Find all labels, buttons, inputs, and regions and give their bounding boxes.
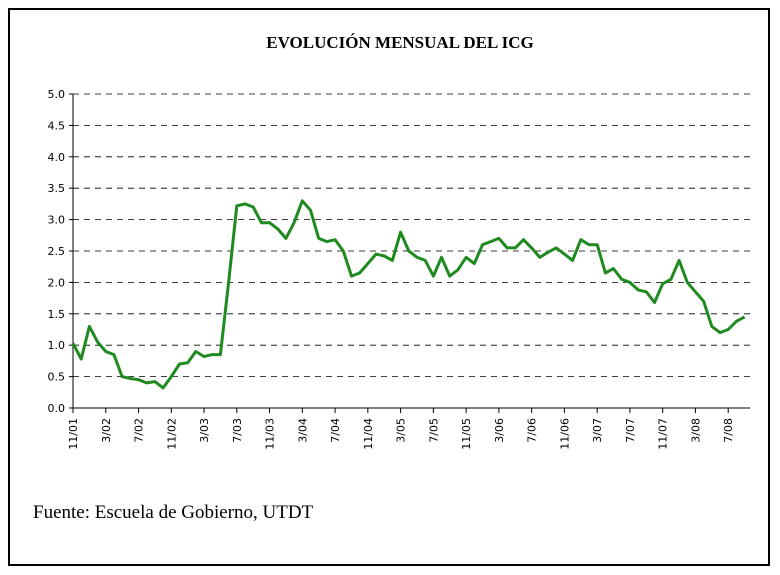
- y-tick-label: 2.0: [48, 276, 66, 289]
- x-tick-label: 11/02: [165, 418, 178, 450]
- y-tick-label: 3.5: [48, 182, 66, 195]
- y-tick-label: 0.0: [48, 402, 66, 415]
- y-tick-label: 4.5: [48, 119, 66, 132]
- x-tick-label: 3/05: [395, 418, 408, 443]
- y-tick-label: 1.0: [48, 339, 66, 352]
- frame: [8, 8, 770, 566]
- x-tick-label: 3/02: [100, 418, 113, 443]
- x-tick-label: 7/05: [427, 418, 440, 443]
- x-tick-label: 7/03: [231, 418, 244, 443]
- x-tick-label: 11/07: [657, 418, 670, 450]
- x-tick-label: 7/06: [526, 418, 539, 443]
- y-tick-label: 0.5: [48, 371, 66, 384]
- x-tick-label: 11/05: [460, 418, 473, 450]
- x-tick-label: 11/03: [264, 418, 277, 450]
- x-tick-label: 7/07: [624, 418, 637, 443]
- line: [71, 199, 746, 390]
- x-tick-label: 3/07: [591, 418, 604, 443]
- x-tick-label: 7/04: [329, 418, 342, 443]
- source: Fuente: Escuela de Gobierno, UTDT: [33, 502, 314, 523]
- chart-title: EVOLUCIÓN MENSUAL DEL ICG: [266, 33, 533, 52]
- x-tick-label: 3/03: [198, 418, 211, 443]
- x-tick-label: 3/04: [296, 418, 309, 443]
- x-tick-label: 11/01: [67, 418, 80, 450]
- y-tick-label: 3.0: [48, 214, 66, 227]
- y-tick-label: 4.0: [48, 151, 66, 164]
- x-tick-label: 3/06: [493, 418, 506, 443]
- x-tick-label: 7/02: [133, 418, 146, 443]
- y-tick-label: 2.5: [48, 245, 66, 258]
- x-tick-label: 11/04: [362, 418, 375, 450]
- x-tick-label: 7/08: [722, 418, 735, 443]
- x-tick-label: 3/08: [689, 418, 702, 443]
- x-tick-label: 11/06: [558, 418, 571, 450]
- y-tick-label: 5.0: [48, 88, 66, 101]
- y-tick-label: 1.5: [48, 308, 66, 321]
